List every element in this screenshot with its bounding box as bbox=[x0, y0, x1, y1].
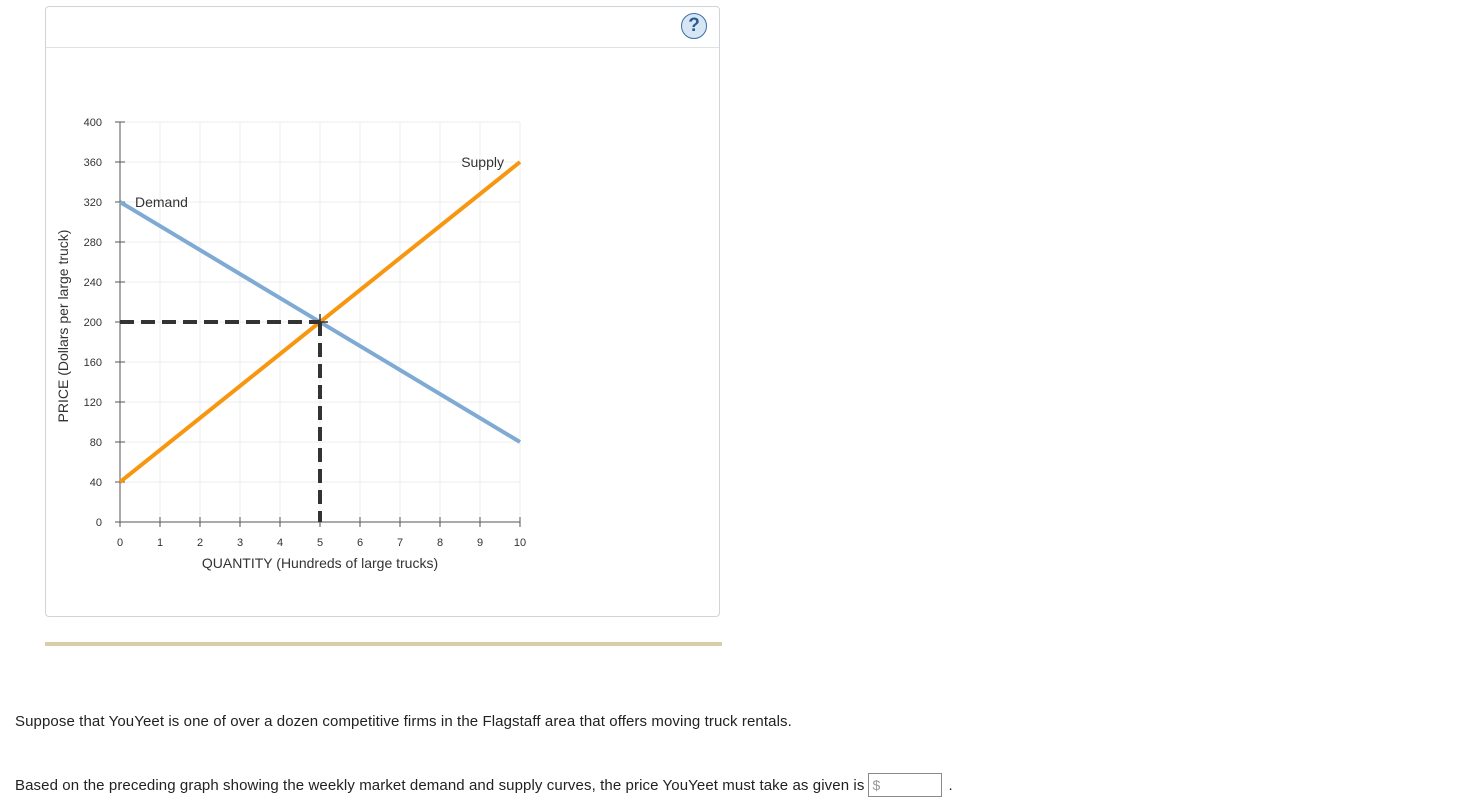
divider-bar bbox=[45, 642, 722, 646]
x-tick-label: 1 bbox=[157, 537, 163, 549]
supply-demand-chart: 0 40 80 120 160 200 240 280 320 360 400 0 1 2 3 4 5 6 7 8 9 1… bbox=[55, 117, 526, 571]
supply-label: Supply bbox=[461, 154, 504, 170]
answer-prompt: Based on the preceding graph showing the… bbox=[15, 776, 865, 794]
y-tick-label: 200 bbox=[84, 317, 102, 329]
x-tick-label: 2 bbox=[197, 537, 203, 549]
x-tick-label: 6 bbox=[357, 537, 363, 549]
x-tick-label: 3 bbox=[237, 537, 243, 549]
y-axis-title: PRICE (Dollars per large truck) bbox=[55, 230, 71, 423]
card-header: ? bbox=[46, 7, 719, 48]
x-tick-label: 5 bbox=[317, 537, 323, 549]
y-tick-label: 0 bbox=[96, 517, 102, 529]
axes: 0 40 80 120 160 200 240 280 320 360 400 0 1 2 3 4 5 6 7 8 9 1… bbox=[84, 117, 526, 549]
equilibrium-lines bbox=[120, 314, 328, 522]
y-tick-label: 360 bbox=[84, 157, 102, 169]
period: . bbox=[948, 776, 953, 794]
y-tick-label: 160 bbox=[84, 357, 102, 369]
price-answer-input[interactable] bbox=[880, 775, 939, 795]
x-tick-label: 7 bbox=[397, 537, 403, 549]
dollar-sign: $ bbox=[872, 777, 881, 793]
y-tick-label: 40 bbox=[90, 477, 102, 489]
y-tick-label: 280 bbox=[84, 237, 102, 249]
y-tick-label: 320 bbox=[84, 197, 102, 209]
price-answer-box: $ bbox=[868, 773, 943, 797]
demand-label: Demand bbox=[135, 194, 188, 210]
y-tick-label: 400 bbox=[84, 117, 102, 129]
help-button[interactable]: ? bbox=[681, 13, 707, 39]
x-axis-title: QUANTITY (Hundreds of large trucks) bbox=[202, 555, 438, 571]
graph-card: ? 0 40 80 120 160 200 240 280 320 360 400 0 1 2 3 4 5 6 7 8… bbox=[45, 6, 720, 617]
question-text: Suppose that YouYeet is one of over a do… bbox=[15, 713, 792, 730]
y-tick-label: 80 bbox=[90, 437, 102, 449]
x-tick-label: 10 bbox=[514, 537, 526, 549]
y-tick-label: 240 bbox=[84, 277, 102, 289]
y-tick-label: 120 bbox=[84, 397, 102, 409]
x-tick-label: 0 bbox=[117, 537, 123, 549]
help-icon: ? bbox=[688, 15, 700, 36]
x-tick-label: 4 bbox=[277, 537, 283, 549]
grid bbox=[120, 121, 521, 522]
answer-row: Based on the preceding graph showing the… bbox=[15, 773, 953, 797]
labels: QUANTITY (Hundreds of large trucks) PRICE… bbox=[55, 154, 504, 571]
x-tick-label: 9 bbox=[477, 537, 483, 549]
x-tick-label: 8 bbox=[437, 537, 443, 549]
